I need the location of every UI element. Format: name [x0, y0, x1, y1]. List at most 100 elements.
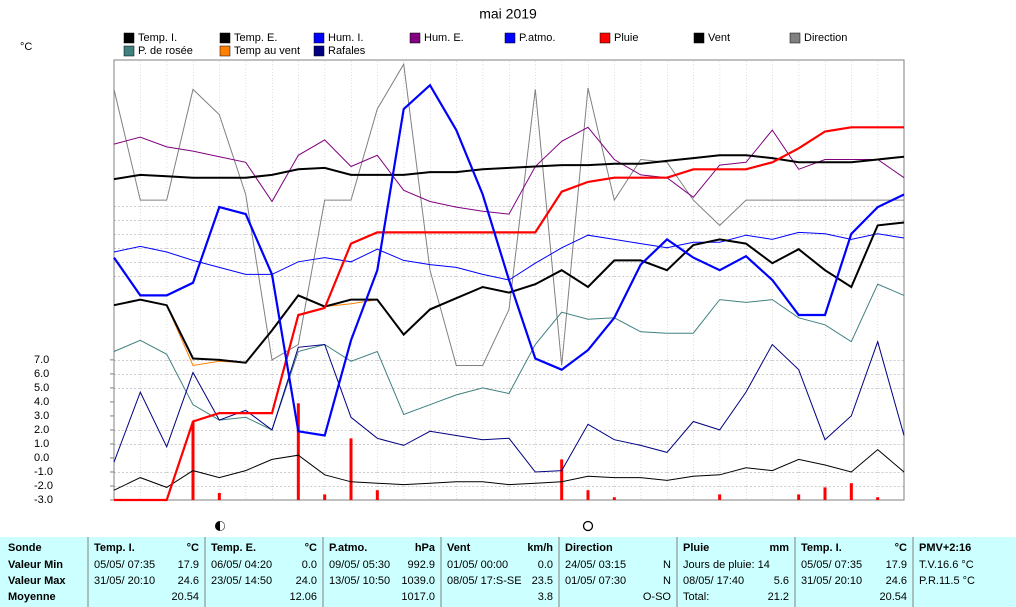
cell-left: 01/05/ 00:00 — [447, 559, 508, 571]
panel-unit: mm — [769, 542, 789, 554]
rain-bar — [823, 487, 827, 500]
y-tick-label: -1.0 — [34, 466, 53, 478]
y-tick-label: 2.0 — [34, 424, 49, 436]
cell-left: 05/05/ 07:35 — [94, 559, 155, 571]
panel-header: Pluie — [683, 542, 709, 554]
cell-right: 1017.0 — [401, 591, 435, 603]
cell-left: 24/05/ 03:15 — [565, 559, 626, 571]
rain-bar — [560, 459, 564, 500]
legend-label: Rafales — [328, 45, 366, 57]
y-tick-label: 4.0 — [34, 396, 49, 408]
series-line — [114, 126, 904, 502]
series-line — [113, 221, 905, 364]
cell-left: 05/05/ 07:35 — [801, 559, 862, 571]
y-axis-label: °C — [20, 41, 32, 53]
cell-left: 06/05/ 04:20 — [211, 559, 272, 571]
cell-left: 31/05/ 20:10 — [801, 575, 862, 587]
cell-right: 0.0 — [302, 559, 317, 571]
cell-right: O-SO — [643, 591, 672, 603]
legend-swatch — [123, 32, 135, 44]
legend-label: Pluie — [614, 32, 638, 44]
rain-bar — [323, 494, 327, 500]
panel-unit: °C — [895, 542, 907, 554]
cell-right: 1039.0 — [401, 575, 435, 587]
series-line — [113, 83, 905, 437]
legend-swatch — [219, 45, 231, 57]
legend-swatch — [693, 32, 705, 44]
y-tick-label: 0.0 — [34, 452, 49, 464]
cell-right: 3.8 — [538, 591, 553, 603]
cell-left: 01/05/ 07:30 — [565, 575, 626, 587]
panel-header: Temp. I. — [801, 542, 842, 554]
series-line — [113, 154, 905, 181]
cell-left: 08/05/ 17:40 — [683, 575, 744, 587]
cell-left: Jours de pluie: 14 — [683, 559, 770, 571]
cell-right: 17.9 — [178, 559, 199, 571]
legend-swatch — [313, 45, 325, 57]
series-line — [113, 126, 905, 215]
row-label: Valeur Max — [8, 575, 66, 587]
cell-right: 992.9 — [407, 559, 435, 571]
series-line — [113, 62, 904, 366]
cell-right: 24.6 — [886, 575, 907, 587]
rain-bar — [612, 497, 616, 500]
panel-header: Temp. I. — [94, 542, 135, 554]
cell-right: N — [663, 559, 671, 571]
rain-bar — [586, 490, 590, 500]
legend-swatch — [123, 45, 135, 57]
legend-label: P. de rosée — [138, 45, 193, 57]
legend-swatch — [219, 32, 231, 44]
y-tick-label: 6.0 — [34, 368, 49, 380]
cell-left: P.R.11.5 °C — [919, 575, 975, 587]
rain-bar — [191, 421, 195, 500]
y-tick-label: 7.0 — [34, 354, 49, 366]
cell-right: N — [663, 575, 671, 587]
plot-frame — [113, 59, 905, 501]
row-label: Sonde — [8, 542, 42, 554]
cell-right: 23.5 — [532, 575, 553, 587]
legend-label: Temp. I. — [138, 32, 177, 44]
stats-table: Sonde Valeur Min Valeur Max Moyenne Temp. I.… — [8, 537, 975, 607]
legend-label: Hum. I. — [328, 32, 363, 44]
cell-right: 20.54 — [879, 591, 907, 603]
panel-unit: hPa — [415, 542, 436, 554]
series-line — [113, 448, 905, 491]
legend-swatch — [599, 32, 611, 44]
cell-right: 17.9 — [886, 559, 907, 571]
panel-header: PMV+2:16 — [919, 542, 971, 554]
panel-header: P.atmo. — [329, 542, 367, 554]
legend-swatch — [409, 32, 421, 44]
rain-bar — [797, 494, 801, 500]
y-tick-label: 3.0 — [34, 410, 49, 422]
panel-unit: °C — [187, 542, 199, 554]
y-tick-label: 5.0 — [34, 382, 49, 394]
table-bg — [0, 537, 1016, 607]
cell-left: 31/05/ 20:10 — [94, 575, 155, 587]
legend-label: Direction — [804, 32, 847, 44]
legend-label: Vent — [708, 32, 730, 44]
legend-label: P.atmo. — [519, 32, 556, 44]
legend-swatch — [313, 32, 325, 44]
rain-bar — [349, 438, 353, 500]
cell-left: 13/05/ 10:50 — [329, 575, 390, 587]
panel-header: Temp. E. — [211, 542, 256, 554]
y-tick-label: -2.0 — [34, 480, 53, 492]
rain-bar — [375, 490, 379, 500]
series-line — [113, 340, 905, 473]
legend-swatch — [504, 32, 516, 44]
panel-header: Vent — [447, 542, 471, 554]
cell-left: 09/05/ 05:30 — [329, 559, 390, 571]
y-tick-label: 1.0 — [34, 438, 49, 450]
legend-label: Temp au vent — [234, 45, 300, 57]
cell-left: 08/05/ 17:S-SE — [447, 575, 522, 587]
panel-header: Direction — [565, 542, 613, 554]
row-label: Valeur Min — [8, 559, 63, 571]
panel-unit: °C — [305, 542, 317, 554]
cell-left: 23/05/ 14:50 — [211, 575, 272, 587]
rain-bar — [296, 403, 300, 500]
cell-left: T.V.16.6 °C — [919, 559, 974, 571]
series-line — [113, 283, 905, 431]
rain-bar — [849, 483, 853, 500]
cell-right: 0.0 — [538, 559, 553, 571]
cell-right: 20.54 — [171, 591, 199, 603]
